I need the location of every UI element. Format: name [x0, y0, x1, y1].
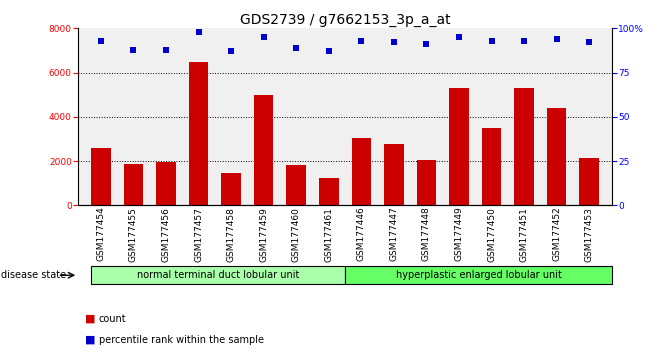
Point	[551, 36, 562, 42]
Text: count: count	[99, 314, 126, 324]
Bar	[482, 128, 501, 205]
Bar	[384, 144, 404, 205]
Bar	[579, 158, 599, 205]
Bar	[221, 173, 241, 205]
Point	[324, 48, 334, 54]
Point	[193, 29, 204, 35]
Point	[128, 47, 139, 52]
FancyBboxPatch shape	[345, 267, 612, 284]
Bar	[286, 166, 306, 205]
Point	[96, 38, 106, 44]
Bar	[547, 108, 566, 205]
Bar	[417, 160, 436, 205]
Bar	[91, 148, 111, 205]
Bar	[449, 88, 469, 205]
Text: percentile rank within the sample: percentile rank within the sample	[99, 335, 264, 345]
Point	[356, 38, 367, 44]
Point	[421, 41, 432, 47]
Point	[389, 40, 399, 45]
Point	[291, 45, 301, 51]
FancyBboxPatch shape	[91, 267, 345, 284]
Point	[226, 48, 236, 54]
Point	[258, 34, 269, 40]
Point	[161, 47, 171, 52]
Text: normal terminal duct lobular unit: normal terminal duct lobular unit	[137, 270, 299, 280]
Bar	[156, 162, 176, 205]
Point	[519, 38, 529, 44]
Bar	[514, 88, 534, 205]
Text: hyperplastic enlarged lobular unit: hyperplastic enlarged lobular unit	[396, 270, 561, 280]
Text: disease state: disease state	[1, 270, 66, 280]
Point	[454, 34, 464, 40]
Point	[584, 40, 594, 45]
Bar	[189, 62, 208, 205]
Title: GDS2739 / g7662153_3p_a_at: GDS2739 / g7662153_3p_a_at	[240, 13, 450, 27]
Text: ■: ■	[85, 335, 95, 345]
Bar	[254, 95, 273, 205]
Bar	[124, 164, 143, 205]
Bar	[319, 178, 339, 205]
Text: ■: ■	[85, 314, 95, 324]
Point	[486, 38, 497, 44]
Bar	[352, 138, 371, 205]
